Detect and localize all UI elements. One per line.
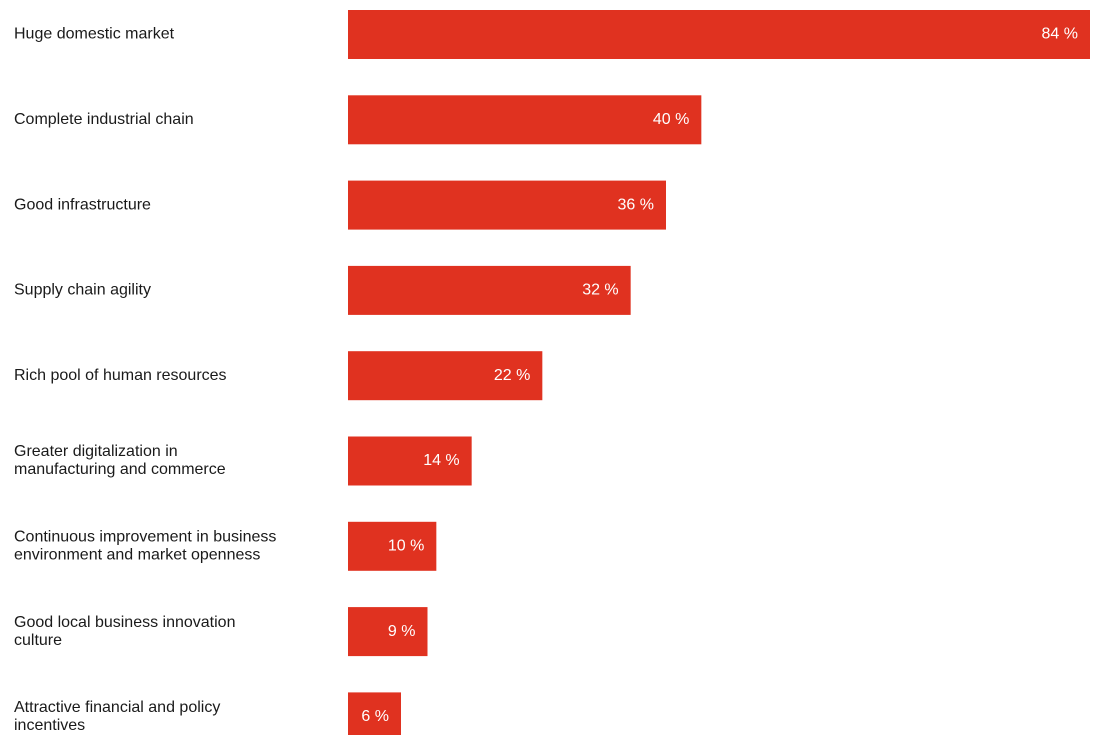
category-label-line: Greater digitalization in	[14, 443, 178, 460]
bar	[348, 265, 631, 315]
value-label: 32 %	[582, 282, 618, 299]
category-label-line: Good infrastructure	[14, 196, 151, 213]
category-label-line: Good local business innovation	[14, 614, 235, 631]
category-label-line: culture	[14, 632, 62, 649]
bar	[348, 436, 472, 486]
value-label: 22 %	[494, 367, 530, 384]
category-label: Attractive financial and policy incentive…	[14, 699, 220, 734]
bar-row: Good local business innovation culture 9 %	[14, 607, 428, 657]
bar	[348, 521, 437, 571]
bar-row: Good infrastructure 36 %	[14, 180, 666, 230]
bar-row: Attractive financial and policy incentive…	[14, 692, 401, 735]
category-label: Supply chain agility	[14, 282, 151, 299]
category-label: Complete industrial chain	[14, 111, 194, 128]
bar-row: Continuous improvement in business enviro…	[14, 521, 437, 571]
category-label-line: Attractive financial and policy	[14, 699, 220, 716]
value-label: 84 %	[1042, 26, 1078, 43]
bar	[348, 607, 428, 657]
category-label-line: Huge domestic market	[14, 26, 175, 43]
category-label-line: Continuous improvement in business	[14, 529, 276, 546]
bar	[348, 351, 543, 401]
category-label: Good infrastructure	[14, 196, 151, 213]
bar	[348, 692, 401, 735]
bar	[348, 10, 1090, 59]
bar-row: Supply chain agility 32 %	[14, 265, 631, 315]
value-label: 6 %	[361, 708, 389, 725]
category-label: Rich pool of human resources	[14, 367, 227, 384]
value-label: 14 %	[423, 452, 459, 469]
category-label-line: manufacturing and commerce	[14, 461, 226, 478]
bar	[348, 95, 702, 145]
value-label: 10 %	[388, 538, 424, 555]
value-label: 40 %	[653, 111, 689, 128]
category-label-line: Rich pool of human resources	[14, 367, 227, 384]
category-label: Greater digitalization in manufacturing a…	[14, 443, 226, 478]
category-label-line: environment and market openness	[14, 547, 260, 564]
category-label-line: Supply chain agility	[14, 282, 151, 299]
value-label: 9 %	[388, 623, 416, 640]
category-label: Good local business innovation culture	[14, 614, 235, 649]
bar-row: Greater digitalization in manufacturing a…	[14, 436, 472, 486]
category-label-line: incentives	[14, 717, 85, 734]
bar-row: Rich pool of human resources 22 %	[14, 351, 543, 401]
category-label: Continuous improvement in business enviro…	[14, 529, 276, 564]
bar-row: Huge domestic market 84 %	[14, 10, 1090, 59]
bar-row: Complete industrial chain 40 %	[14, 95, 702, 145]
category-label-line: Complete industrial chain	[14, 111, 194, 128]
category-label: Huge domestic market	[14, 26, 175, 43]
value-label: 36 %	[618, 196, 654, 213]
bar	[348, 180, 666, 230]
